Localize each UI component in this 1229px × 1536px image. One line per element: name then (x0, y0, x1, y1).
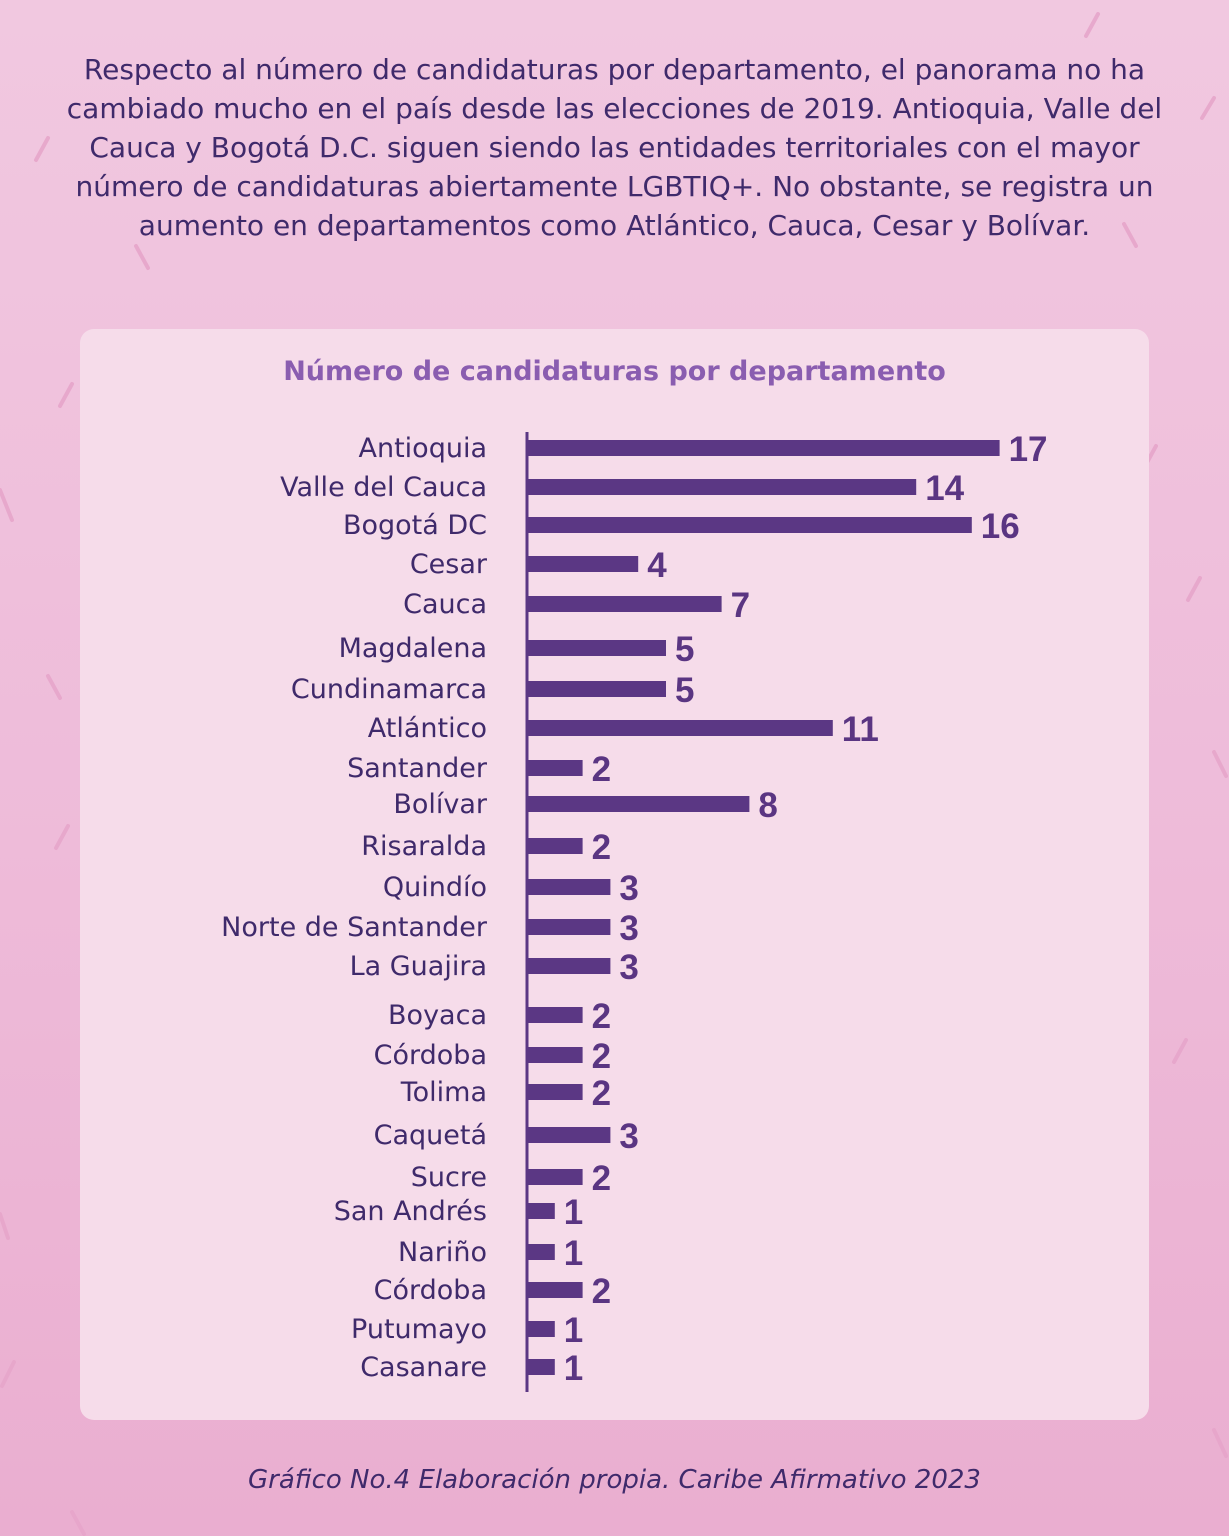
bar (527, 919, 611, 935)
category-label: Cundinamarca (291, 674, 487, 705)
value-label: 2 (592, 750, 611, 789)
bar (527, 1244, 555, 1260)
intro-paragraph: Respecto al número de candidaturas por d… (66, 53, 1163, 242)
bar (527, 556, 639, 572)
bar (527, 440, 1000, 456)
chart-card (80, 329, 1149, 1420)
category-label: La Guajira (350, 951, 487, 982)
chart-title: Número de candidaturas por departamento (283, 356, 946, 387)
bar (527, 879, 611, 895)
bar (527, 1203, 555, 1219)
bar (527, 1321, 555, 1337)
value-label: 3 (619, 909, 638, 948)
category-label: Boyaca (388, 1000, 487, 1031)
category-label: Putumayo (351, 1314, 487, 1345)
value-label: 5 (675, 630, 694, 669)
bar (527, 1359, 555, 1375)
value-label: 1 (564, 1234, 583, 1273)
bar (527, 1084, 583, 1100)
category-label: Cauca (403, 589, 487, 620)
bar (527, 760, 583, 776)
category-label: Tolima (400, 1077, 487, 1108)
bar (527, 1282, 583, 1298)
bar (527, 1047, 583, 1063)
bar (527, 640, 666, 656)
value-label: 7 (731, 586, 750, 625)
bar (527, 720, 833, 736)
category-label: Bogotá DC (343, 510, 487, 541)
value-label: 2 (592, 1159, 611, 1198)
bar (527, 1169, 583, 1185)
bar (527, 1127, 611, 1143)
value-label: 3 (619, 1117, 638, 1156)
value-label: 2 (592, 1037, 611, 1076)
value-label: 16 (981, 507, 1020, 546)
value-label: 11 (842, 710, 879, 749)
bar (527, 796, 750, 812)
category-label: Nariño (398, 1237, 487, 1268)
source-caption: Gráfico No.4 Elaboración propia. Caribe … (248, 1465, 981, 1495)
category-label: Cesar (410, 549, 488, 580)
category-label: Caquetá (374, 1120, 487, 1151)
bar (527, 681, 666, 697)
bar (527, 517, 972, 533)
bar (527, 596, 722, 612)
category-label: Magdalena (339, 633, 487, 664)
category-label: Santander (347, 753, 488, 784)
value-label: 1 (564, 1193, 583, 1232)
value-label: 1 (564, 1311, 583, 1350)
category-label: Valle del Cauca (280, 472, 487, 503)
category-label: Bolívar (393, 789, 488, 820)
value-label: 2 (592, 997, 611, 1036)
bar (527, 479, 917, 495)
value-label: 3 (619, 948, 638, 987)
bar (527, 838, 583, 854)
category-label: Atlántico (368, 713, 487, 744)
category-label: Córdoba (374, 1275, 487, 1306)
category-label: Quindío (383, 872, 487, 903)
value-label: 3 (619, 869, 638, 908)
category-label: Córdoba (374, 1040, 487, 1071)
value-label: 4 (647, 546, 667, 585)
value-label: 2 (592, 1272, 611, 1311)
value-label: 2 (592, 1074, 611, 1113)
value-label: 8 (758, 786, 777, 825)
bar (527, 958, 611, 974)
value-label: 17 (1009, 430, 1048, 469)
value-label: 5 (675, 671, 694, 710)
category-label: Casanare (360, 1352, 487, 1383)
value-label: 14 (925, 469, 964, 508)
bar (527, 1007, 583, 1023)
value-label: 1 (564, 1349, 583, 1388)
category-label: Norte de Santander (221, 912, 488, 943)
value-label: 2 (592, 828, 611, 867)
category-label: Antioquia (359, 433, 488, 464)
category-label: Risaralda (361, 831, 487, 862)
category-label: San Andrés (334, 1196, 487, 1227)
category-label: Sucre (411, 1162, 487, 1193)
